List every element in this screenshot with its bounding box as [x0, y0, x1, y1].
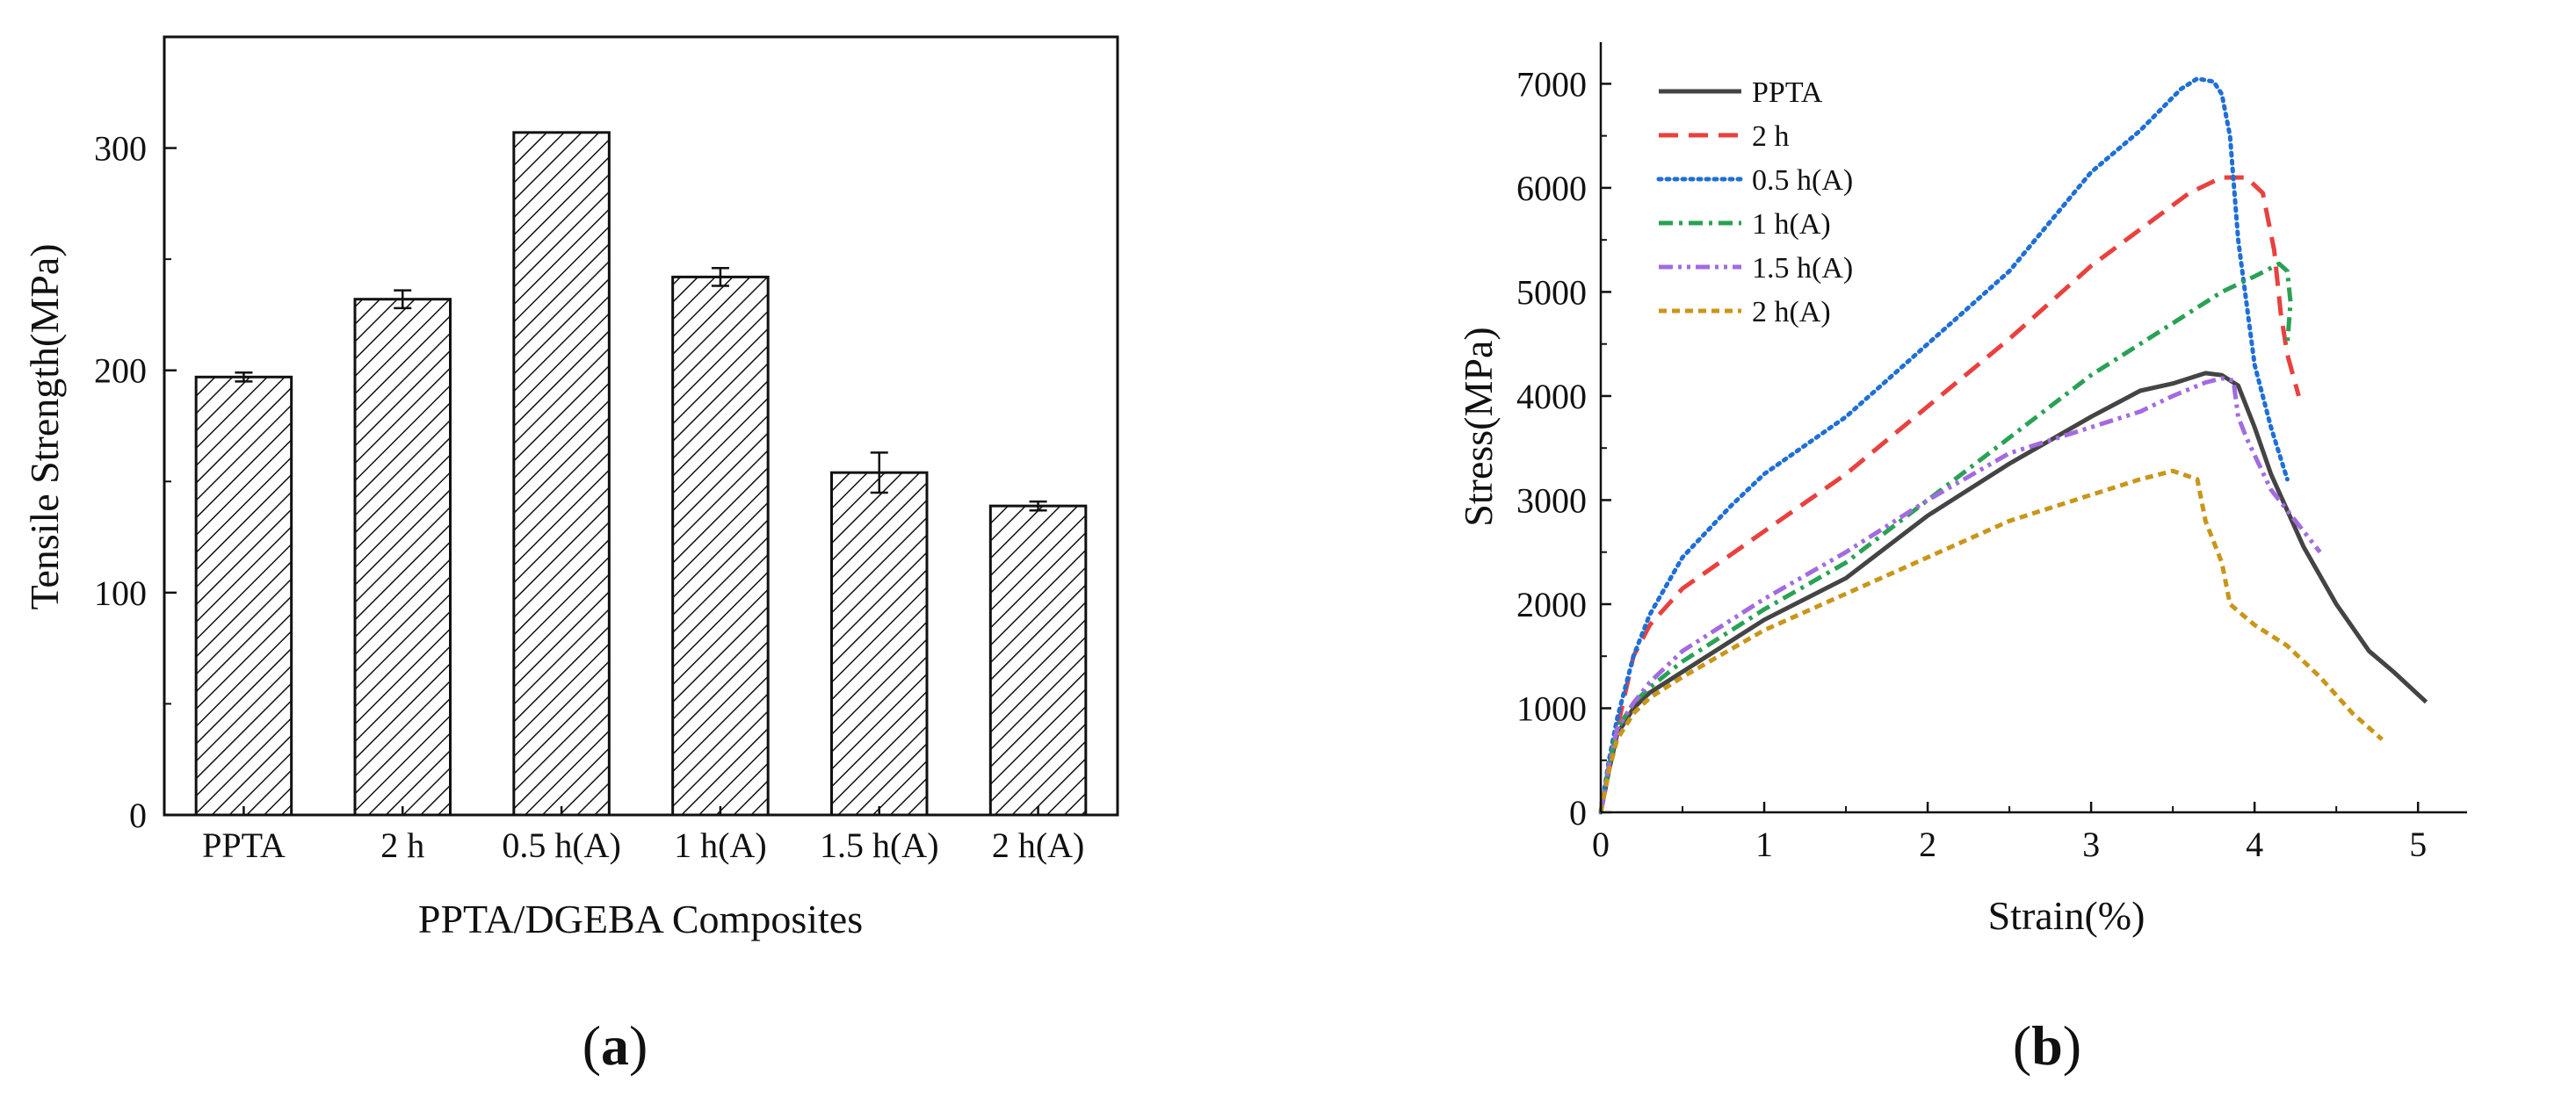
x-tick-label: 1 h(A) [674, 825, 767, 865]
error-bar [235, 371, 253, 383]
x-tick-label: 2 [1919, 825, 1936, 864]
x-tick-label: 1 [1755, 825, 1773, 864]
y-tick-label: 200 [94, 351, 147, 391]
bar [353, 298, 452, 817]
x-axis-title: Strain(%) [1988, 893, 2145, 938]
error-bar-group [235, 267, 1047, 512]
y-axis-ticks: 0 1000 2000 3000 4000 5000 6000 7000 [1516, 64, 1611, 833]
bar [671, 275, 770, 817]
y-tick-label: 3000 [1516, 480, 1587, 520]
series-line [1598, 371, 2428, 813]
legend-label: 2 h [1752, 120, 1790, 153]
series-line [1598, 468, 2384, 813]
x-tick-label: 0.5 h(A) [502, 825, 621, 865]
panel-label: (b) [2013, 1014, 2081, 1077]
legend-label: PPTA [1752, 76, 1823, 109]
panel-label: (a) [582, 1014, 648, 1077]
error-bar [711, 267, 729, 287]
plot-frame [163, 35, 1119, 817]
y-axis-title: Tensile Strength(MPa) [22, 243, 67, 609]
y-tick-label: 300 [94, 129, 147, 169]
error-bar [394, 289, 412, 310]
y-tick-label: 100 [94, 573, 147, 613]
error-bar [1029, 500, 1047, 512]
legend-item: 2 h [1659, 120, 1790, 153]
legend-label: 1.5 h(A) [1752, 252, 1853, 285]
x-tick-label: 2 h [380, 825, 424, 865]
bar-group [194, 131, 1088, 817]
legend-item: 2 h(A) [1659, 296, 1831, 328]
x-tick-label: 1.5 h(A) [820, 825, 939, 865]
y-tick-label: 6000 [1516, 169, 1587, 208]
bar [988, 504, 1088, 817]
x-tick-label: 4 [2246, 825, 2263, 864]
legend-item: PPTA [1659, 76, 1823, 109]
y-axis-title: Stress(MPa) [1456, 327, 1501, 526]
bar [194, 375, 293, 817]
error-bar [870, 451, 888, 494]
y-tick-label: 2000 [1516, 585, 1587, 624]
y-tick-label: 4000 [1516, 377, 1587, 416]
panel-letter: b [2031, 1014, 2063, 1077]
legend-label: 1 h(A) [1752, 208, 1831, 241]
y-tick-label: 0 [1569, 793, 1587, 833]
x-axis-title: PPTA/DGEBA Composites [418, 897, 863, 941]
x-tick-label: 0 [1592, 825, 1610, 864]
x-axis-ticks: 0 1 2 3 4 5 [1592, 802, 2427, 864]
x-tick-label: 3 [2082, 825, 2100, 864]
legend-item: 1.5 h(A) [1659, 252, 1853, 285]
legend-item: 0.5 h(A) [1656, 164, 1853, 197]
y-tick-label: 0 [129, 796, 147, 835]
legend-item: 1 h(A) [1659, 208, 1831, 241]
series-line [1598, 76, 2290, 815]
panel-letter: a [601, 1014, 629, 1077]
line-chart-panel: 0 1 2 3 4 5 0 1000 2000 3000 4000 5000 6000 7000 PPT… [1456, 42, 2467, 1077]
legend: PPTA 2 h 0.5 h(A) 1 h(A) 1.5 h(A) 2 h(A) [1656, 76, 1853, 328]
legend-label: 2 h(A) [1752, 296, 1831, 328]
bar [830, 471, 929, 817]
curve-group [1598, 76, 2428, 815]
y-tick-label: 5000 [1516, 272, 1587, 312]
series-line [1598, 261, 2293, 813]
x-tick-label: PPTA [202, 825, 286, 865]
x-tick-label: 5 [2409, 825, 2427, 864]
bar-chart-panel: 0 100 200 300 PPTA 2 h 0.5 h(A) 1 h(A) 1.5 h(A)… [22, 35, 1119, 1077]
y-tick-label: 7000 [1516, 64, 1587, 104]
series-line [1598, 175, 2301, 813]
y-tick-label: 1000 [1516, 688, 1587, 728]
x-tick-label: 2 h(A) [992, 825, 1085, 865]
y-axis-ticks: 0 100 200 300 [94, 129, 177, 835]
bar [512, 131, 611, 817]
x-axis-ticks: PPTA 2 h 0.5 h(A) 1 h(A) 1.5 h(A) 2 h(A) [202, 806, 1084, 865]
series-line [1598, 376, 2322, 813]
legend-label: 0.5 h(A) [1752, 164, 1853, 197]
